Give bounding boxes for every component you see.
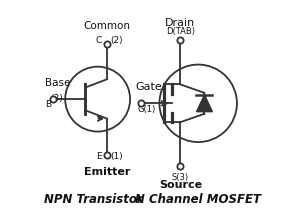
Text: (3): (3) <box>50 94 63 103</box>
Text: G(1): G(1) <box>137 105 156 114</box>
Text: D(TAB): D(TAB) <box>166 27 195 36</box>
Text: Common: Common <box>84 21 130 31</box>
Text: N Channel MOSFET: N Channel MOSFET <box>135 193 261 206</box>
Text: Source: Source <box>159 180 202 190</box>
Polygon shape <box>196 95 212 112</box>
Text: Emitter: Emitter <box>84 167 130 177</box>
Text: (1): (1) <box>110 152 123 161</box>
Text: Drain: Drain <box>165 18 196 28</box>
Text: S(3): S(3) <box>172 174 189 183</box>
Text: E: E <box>96 152 102 161</box>
Text: Gate: Gate <box>135 82 162 92</box>
Text: B: B <box>45 100 51 109</box>
Text: Base: Base <box>45 78 71 88</box>
Text: (2): (2) <box>110 36 123 45</box>
Text: C: C <box>96 36 102 45</box>
Text: NPN Transistor: NPN Transistor <box>44 193 143 206</box>
